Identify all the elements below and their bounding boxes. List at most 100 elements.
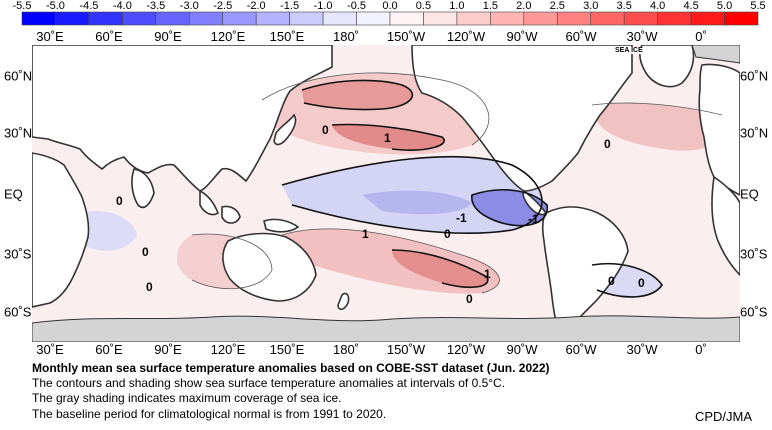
colorbar-swatch (490, 11, 525, 26)
latitude-axis-left: 60˚N 30˚N EQ 30˚S 60˚S (0, 0, 40, 430)
colorbar-tick-label: -4.0 (113, 0, 132, 12)
colorbar-tick-label: -3.5 (146, 0, 165, 12)
colorbar-tick-label: -2.5 (213, 0, 232, 12)
contour-lines (281, 79, 663, 298)
colorbar-swatch (690, 11, 725, 26)
cool-patch-mid-pacific (362, 190, 472, 215)
contour-label: 1 (362, 227, 369, 241)
colorbar-tick-label: -4.5 (79, 0, 98, 12)
contour-label: 0 (142, 245, 149, 259)
lat-label: 60˚N (740, 68, 769, 84)
lon-label: 180˚ (332, 29, 360, 44)
lon-label: 60˚E (95, 342, 123, 357)
colorbar-tick-label: 2.5 (550, 0, 565, 12)
contour-line (471, 189, 548, 227)
caption-title: Monthly mean sea surface temperature ano… (32, 361, 550, 375)
contour-line (281, 155, 543, 234)
contour-label: 0 (608, 274, 615, 288)
contour-lines-thin (191, 72, 723, 294)
colorbar: -5.5 -5.0 -4.5 -4.0 -3.5 -3.0 -2.5 -2.0 -1.5 -1.0… (13, 0, 766, 26)
colorbar-tick-label: 0.5 (416, 0, 431, 12)
colorbar-swatch (322, 11, 357, 26)
lon-label: 30˚E (36, 29, 64, 44)
contour-label: 0 (322, 123, 329, 137)
colorbar-tick-label: 5.5 (750, 0, 765, 12)
lon-label: 150˚W (386, 342, 426, 357)
lat-label: EQ (4, 186, 23, 202)
land-india (131, 168, 155, 209)
colorbar-tick-label: -2.0 (247, 0, 266, 12)
contour-line (281, 228, 500, 294)
lon-label: 120˚E (210, 29, 246, 44)
sea-ice-arctic-atlantic (691, 45, 740, 64)
contour-label: -1 (528, 212, 539, 226)
sst-anomaly-map: 0 1 0 -1 -1 0 0 1 1 0 0 0 0 0 (32, 45, 740, 342)
caption-line: The baseline period for climatological n… (32, 406, 387, 421)
colorbar-swatch (255, 11, 290, 26)
colorbar-swatch (456, 11, 491, 26)
land-eurasia (32, 45, 333, 192)
lon-label: 30˚W (626, 29, 658, 44)
warm-patch-atlantic (592, 103, 725, 151)
colorbar-tick-label: 3.5 (617, 0, 632, 12)
colorbar-swatch (523, 11, 558, 26)
lon-label: 150˚E (269, 29, 305, 44)
warm-patch-north-pacific-strong (302, 80, 413, 110)
colorbar-tick-label: -5.0 (46, 0, 65, 12)
contour-label: 0 (116, 194, 123, 208)
contour-label: -1 (456, 211, 467, 225)
latitude-axis-right: 60˚N 30˚N EQ 30˚S 60˚S (738, 0, 772, 430)
colorbar-tick-label: 1.0 (449, 0, 464, 12)
contour-line (591, 102, 723, 116)
lon-label: 150˚E (269, 342, 305, 357)
caption-line: The contours and shading show sea surfac… (32, 376, 506, 391)
colorbar-swatch (289, 11, 324, 26)
lat-label: 30˚N (740, 125, 769, 141)
contour-labels: 0 1 0 -1 -1 0 0 1 1 0 0 0 0 0 (116, 123, 645, 306)
sea-ice-antarctic (32, 315, 740, 342)
credit: CPD/JMA (694, 409, 752, 424)
contour-line (191, 233, 273, 290)
lat-label: 30˚S (740, 246, 768, 262)
lon-label: 60˚E (95, 29, 123, 44)
colorbar-swatch (188, 11, 224, 26)
colorbar-swatch (389, 11, 424, 26)
lat-label: EQ (740, 186, 759, 202)
colorbar-swatch (55, 11, 90, 26)
colorbar-swatch (657, 11, 692, 26)
land-australia (222, 232, 317, 302)
contour-line (591, 262, 663, 298)
contour-label: 0 (466, 292, 473, 306)
colorbar-tick-label: -0.5 (347, 0, 366, 12)
lon-label: 60˚W (565, 29, 597, 44)
longitude-axis-top: 30˚E 60˚E 90˚E 120˚E 150˚E 180˚ 150˚W 12… (0, 29, 772, 45)
colorbar-swatch (222, 11, 257, 26)
colorbar-swatch (155, 11, 190, 26)
colorbar-swatch (590, 11, 625, 26)
contour-line (391, 249, 489, 289)
lat-label: 60˚S (740, 304, 768, 320)
colorbar-tick-label: -1.5 (280, 0, 299, 12)
land-borneo (221, 205, 241, 224)
colorbar-tick-label: 2.0 (516, 0, 531, 12)
lon-label: 90˚E (154, 29, 182, 44)
lat-label: 30˚S (4, 246, 32, 262)
colorbar-swatch (356, 11, 391, 26)
land-new-zealand (337, 292, 350, 311)
lon-label: 120˚W (446, 29, 486, 44)
colorbar-tick-label: 4.0 (650, 0, 665, 12)
contour-label: 1 (484, 267, 491, 281)
colorbar-swatch (423, 11, 458, 26)
lon-label: 90˚W (506, 342, 538, 357)
contour-label: 0 (444, 227, 451, 241)
land-southeast-asia (199, 189, 219, 216)
lon-label: 90˚E (154, 342, 182, 357)
contour-line (331, 123, 445, 151)
sea-ice-label: SEA ICE (614, 47, 644, 54)
land-africa-east-side (711, 175, 740, 277)
lon-label: 30˚W (626, 342, 658, 357)
lon-label: 120˚W (446, 342, 486, 357)
colorbar-swatch (122, 11, 157, 26)
colorbar-tick-label: -1.0 (314, 0, 333, 12)
caption: Monthly mean sea surface temperature ano… (32, 361, 550, 422)
